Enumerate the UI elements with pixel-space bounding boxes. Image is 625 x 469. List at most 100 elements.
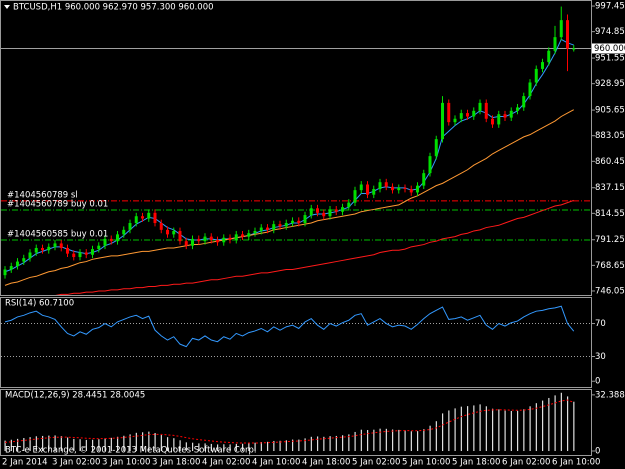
histogram-bar	[73, 438, 75, 452]
rsi-pane	[1, 305, 591, 358]
candle-body	[197, 238, 201, 242]
histogram-bar	[267, 441, 269, 452]
x-tick-label: 6 Jan 10:00	[552, 458, 600, 468]
candle-body	[466, 113, 469, 117]
candle-body	[409, 189, 413, 193]
histogram-bar	[129, 434, 131, 452]
candle-body	[259, 227, 263, 231]
histogram-bar	[210, 443, 212, 452]
candle-body	[266, 227, 269, 230]
histogram-bar	[454, 408, 456, 452]
candle-body	[534, 68, 538, 83]
candle-body	[97, 245, 101, 250]
candle-body	[228, 237, 232, 241]
histogram-bar	[560, 392, 562, 452]
histogram-bar	[348, 434, 350, 452]
histogram-bar	[429, 425, 431, 452]
histogram-bar	[142, 432, 144, 452]
rsi-pane-frame	[0, 297, 592, 388]
macd-pane-frame	[0, 389, 592, 456]
candle-body	[291, 220, 294, 224]
histogram-bar	[417, 431, 419, 452]
order-level-label: #1404560789 buy 0.01	[7, 199, 108, 209]
indicator-line	[4, 305, 575, 348]
y-tick-label: 0	[595, 377, 600, 387]
histogram-bar	[329, 436, 331, 452]
histogram-bar	[192, 442, 194, 452]
candle-body	[84, 252, 88, 255]
histogram-bar	[423, 429, 425, 452]
candle-body	[453, 118, 457, 123]
histogram-bar	[323, 436, 325, 452]
y-tick-label: 905.65	[595, 106, 625, 116]
y-tick-label: 974.85	[595, 27, 625, 37]
order-level-label: #1404560585 buy 0.01	[7, 230, 108, 240]
histogram-bar	[242, 443, 244, 452]
histogram-bar	[467, 406, 469, 452]
histogram-bar	[485, 406, 487, 452]
histogram-bar	[92, 439, 94, 452]
histogram-bar	[48, 435, 50, 452]
candle-body	[247, 233, 251, 237]
candle-body	[509, 110, 513, 118]
histogram-bar	[285, 440, 287, 452]
indicator-line	[4, 38, 574, 273]
histogram-bar	[373, 429, 375, 452]
candle-body	[378, 182, 382, 190]
candle-body	[472, 110, 476, 117]
candle-body	[497, 114, 501, 125]
rsi-title: RSI(14) 60.7100	[5, 299, 74, 309]
candle-body	[53, 243, 57, 247]
histogram-bar	[298, 439, 300, 452]
candle-body	[309, 208, 313, 216]
x-tick-label: 4 Jan 18:00	[302, 458, 350, 468]
candle-body	[66, 247, 69, 254]
histogram-bar	[367, 430, 369, 452]
indicator-line	[4, 109, 574, 286]
x-tick-label: 3 Jan 10:00	[102, 458, 150, 468]
candle-body	[416, 185, 419, 193]
candle-body	[28, 252, 32, 259]
x-tick-label: 3 Jan 02:00	[52, 458, 100, 468]
histogram-bar	[460, 406, 462, 452]
symbol-menu-icon[interactable]	[4, 5, 10, 9]
candle-body	[522, 96, 526, 108]
x-tick-label: 2 Jan 2014	[2, 458, 48, 468]
y-tick-label: 32.3883	[595, 390, 625, 400]
candle-body	[528, 82, 532, 97]
x-tick-label: 5 Jan 10:00	[402, 458, 450, 468]
histogram-bar	[310, 436, 312, 452]
candle-body	[147, 212, 151, 219]
histogram-bar	[292, 439, 294, 452]
histogram-bar	[529, 406, 531, 452]
candle-body	[366, 184, 369, 195]
y-tick-label: 30	[595, 352, 606, 362]
candle-body	[59, 243, 63, 248]
y-tick-label: 883.05	[595, 131, 625, 141]
y-tick-label: 768.65	[595, 261, 625, 271]
candle-body	[122, 229, 126, 235]
candle-body	[328, 209, 332, 217]
candle-body	[341, 207, 344, 212]
candle-body	[34, 247, 38, 253]
candle-body	[222, 237, 226, 243]
candle-body	[241, 234, 244, 237]
candle-body	[166, 229, 169, 235]
candle-body	[234, 234, 238, 241]
histogram-bar	[510, 410, 512, 452]
candle-body	[47, 246, 51, 251]
histogram-bar	[135, 432, 137, 452]
candle-body	[153, 212, 157, 224]
histogram-bar	[104, 438, 106, 452]
histogram-bar	[123, 435, 125, 452]
histogram-bar	[223, 444, 225, 452]
histogram-bar	[4, 440, 6, 452]
histogram-bar	[304, 438, 306, 452]
order-level-label: #1404560789 sl	[7, 190, 78, 200]
price-pane	[1, 6, 591, 295]
candle-body	[516, 107, 519, 111]
candle-body	[297, 220, 301, 224]
candle-body	[3, 269, 7, 276]
x-tick-label: 4 Jan 02:00	[202, 458, 250, 468]
